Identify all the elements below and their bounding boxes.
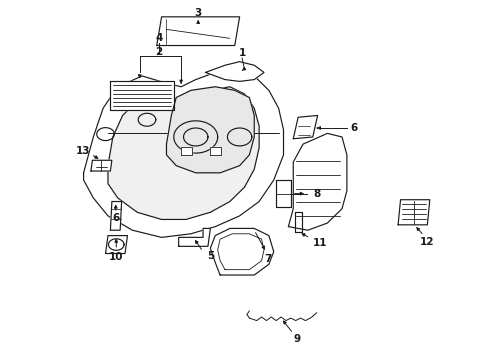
Polygon shape (276, 180, 290, 207)
Polygon shape (157, 17, 239, 45)
Polygon shape (110, 81, 173, 110)
Polygon shape (181, 147, 191, 155)
Polygon shape (110, 202, 122, 230)
Text: 6: 6 (112, 213, 119, 222)
Text: 4: 4 (155, 33, 163, 43)
Polygon shape (178, 228, 210, 246)
Text: 2: 2 (155, 46, 163, 57)
Text: 11: 11 (312, 238, 326, 248)
Polygon shape (293, 116, 317, 139)
Text: 6: 6 (350, 123, 357, 133)
Text: 9: 9 (293, 333, 300, 343)
Polygon shape (205, 62, 264, 81)
Text: 12: 12 (419, 237, 434, 247)
Polygon shape (105, 235, 127, 253)
Polygon shape (397, 200, 429, 225)
Text: 8: 8 (312, 189, 320, 199)
Polygon shape (210, 228, 273, 275)
Polygon shape (108, 87, 259, 220)
Text: 7: 7 (264, 254, 271, 264)
Polygon shape (91, 160, 112, 171)
Text: 3: 3 (194, 8, 202, 18)
Text: 1: 1 (238, 48, 245, 58)
Polygon shape (288, 134, 346, 230)
Text: 5: 5 (206, 251, 214, 261)
Polygon shape (210, 147, 221, 155)
Text: 10: 10 (109, 252, 123, 262)
Polygon shape (83, 69, 283, 237)
Polygon shape (166, 87, 254, 173)
Text: 13: 13 (75, 145, 90, 156)
Polygon shape (217, 234, 264, 270)
